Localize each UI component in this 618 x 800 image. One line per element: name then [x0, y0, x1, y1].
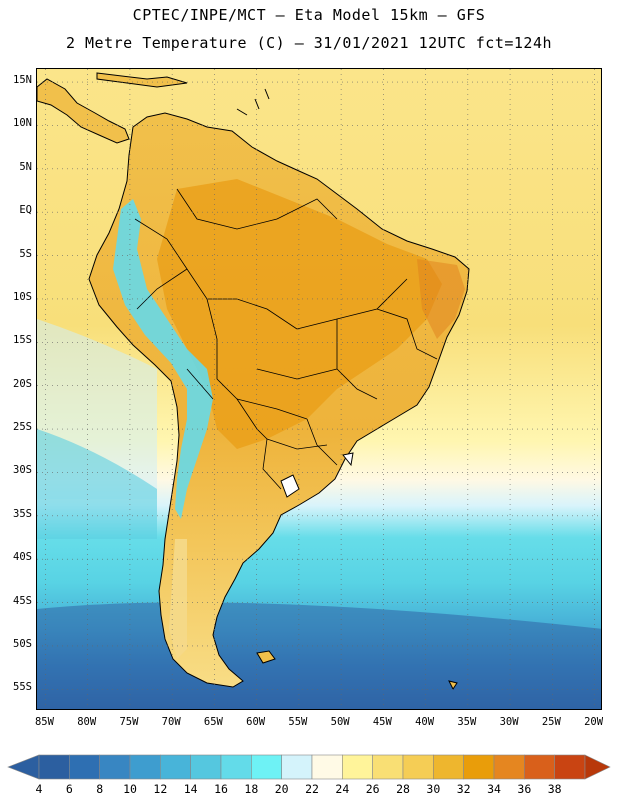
lon-label: 50W — [330, 716, 350, 728]
lon-label: 25W — [541, 716, 561, 728]
colorbar-segment — [190, 754, 222, 780]
colorbar-segment — [69, 754, 100, 780]
lat-label: 25S — [13, 421, 32, 434]
colorbar-label: 32 — [456, 782, 471, 796]
lon-label: 35W — [457, 716, 477, 728]
colorbar-label: 22 — [305, 782, 319, 796]
central-america-land — [37, 78, 130, 144]
colorbar-label: 10 — [123, 782, 137, 796]
lon-label: 45W — [372, 716, 392, 728]
colorbar-label: 34 — [487, 782, 501, 796]
lat-label: 15N — [13, 74, 32, 86]
colorbar-label: 28 — [396, 782, 410, 796]
colorbar-segment — [129, 754, 161, 780]
colorbar-label: 16 — [214, 782, 228, 796]
colorbar-label: 4 — [35, 782, 43, 796]
colorbar-segment — [463, 754, 495, 780]
colorbar-label: 30 — [426, 782, 441, 796]
colorbar-segment — [311, 754, 343, 780]
colorbar-segment — [251, 754, 282, 780]
lat-lon-grid — [37, 69, 601, 709]
lon-label: 65W — [203, 716, 223, 728]
lat-label: 10N — [13, 117, 32, 130]
lat-label: 10S — [13, 290, 32, 303]
lon-label: 40W — [415, 716, 435, 728]
colorbar-arrow-right — [584, 754, 611, 780]
colorbar — [7, 754, 611, 780]
lat-label: 5S — [19, 247, 32, 260]
colorbar-segment — [281, 754, 313, 780]
lon-label: 20W — [584, 716, 604, 728]
lat-label: 20S — [13, 377, 32, 390]
colorbar-label: 14 — [183, 782, 198, 796]
colorbar-segment — [160, 754, 191, 780]
temperature-map — [36, 68, 602, 710]
lon-label: 80W — [77, 716, 97, 728]
colorbar-segment — [493, 754, 525, 780]
colorbar-segment — [433, 754, 464, 780]
lat-label: 45S — [13, 594, 32, 607]
colorbar-segment — [402, 754, 434, 780]
lat-label: 40S — [13, 551, 32, 564]
lon-label: 60W — [246, 716, 266, 728]
colorbar-arrow-left — [7, 754, 40, 780]
lon-label: 30W — [499, 716, 519, 728]
colorbar-label: 26 — [365, 782, 380, 796]
lon-label: 70W — [161, 716, 181, 728]
colorbar-label: 20 — [274, 782, 289, 796]
colorbar-label: 18 — [244, 782, 259, 796]
lon-label: 85W — [34, 716, 54, 728]
lat-label: 5N — [19, 160, 32, 173]
colorbar-label: 6 — [65, 782, 73, 796]
colorbar-label: 8 — [96, 782, 104, 796]
colorbar-label: 24 — [335, 782, 350, 796]
colorbar-segment — [38, 754, 70, 780]
colorbar-label: 38 — [547, 782, 562, 796]
colorbar-segment — [554, 754, 586, 780]
colorbar-segment — [99, 754, 131, 780]
colorbar-segment — [342, 754, 373, 780]
lat-label: 55S — [13, 681, 32, 694]
colorbar-segment — [372, 754, 404, 780]
title-line-2: 2 Metre Temperature (C) – 31/01/2021 12U… — [65, 34, 553, 52]
country-borders — [134, 188, 438, 490]
lon-label: 55W — [288, 716, 308, 728]
lon-label: 75W — [119, 716, 139, 728]
lat-label: 50S — [13, 637, 32, 650]
title-line-1: CPTEC/INPE/MCT – Eta Model 15km – GFS — [132, 6, 486, 24]
lat-label: 35S — [13, 507, 32, 520]
lat-label: 15S — [13, 334, 32, 347]
lat-label: EQ — [19, 204, 32, 217]
colorbar-segment — [524, 754, 555, 780]
colorbar-label: 36 — [517, 782, 532, 796]
lat-label: 30S — [13, 464, 32, 477]
colorbar-label: 12 — [153, 782, 168, 796]
colorbar-segment — [220, 754, 252, 780]
